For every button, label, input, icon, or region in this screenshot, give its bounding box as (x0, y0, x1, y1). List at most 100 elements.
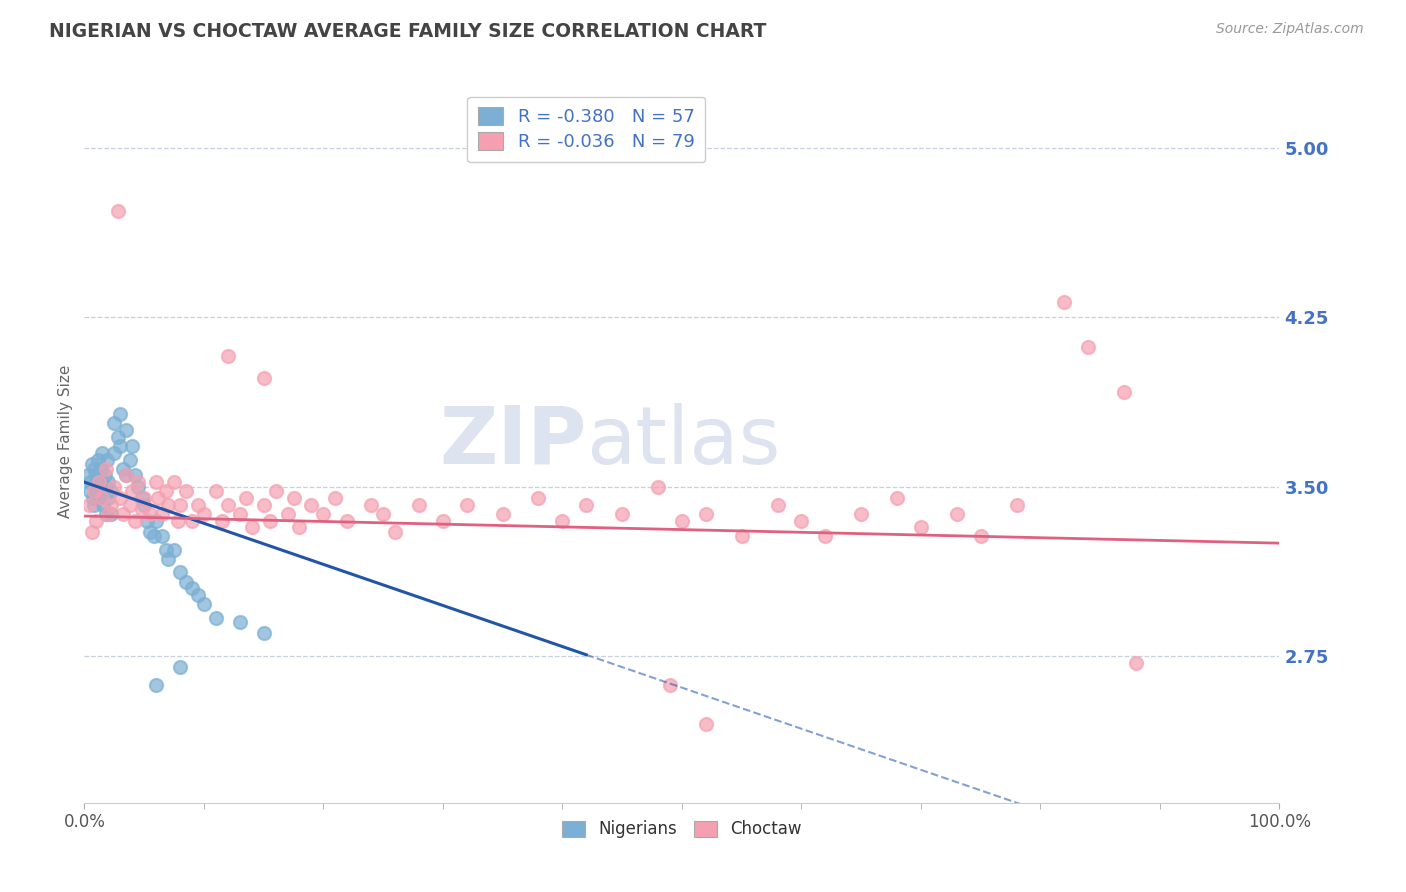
Point (283, 491, 305, 505)
Point (551, 514, 574, 528)
Point (132, 498, 156, 512)
Point (814, 529, 837, 543)
Point (103, 480, 125, 494)
Point (93, 468, 115, 483)
Point (647, 480, 669, 494)
Point (193, 507, 215, 521)
Point (139, 524, 162, 539)
Point (93, 498, 115, 512)
Point (384, 524, 406, 539)
Point (103, 417, 125, 431)
Point (79, 475, 101, 490)
Text: Source: ZipAtlas.com: Source: ZipAtlas.com (1216, 22, 1364, 37)
Point (253, 371, 276, 385)
Point (659, 678, 682, 692)
Point (82, 491, 104, 505)
Point (946, 507, 969, 521)
Point (100, 484, 122, 499)
Point (169, 498, 191, 512)
Point (80, 457, 103, 471)
Point (121, 484, 143, 499)
Point (264, 484, 287, 499)
Point (456, 498, 478, 512)
Point (217, 349, 239, 363)
Point (229, 507, 252, 521)
Point (1077, 340, 1099, 354)
Point (145, 678, 167, 692)
Point (205, 484, 228, 499)
Point (94, 507, 117, 521)
Point (111, 461, 134, 475)
Point (107, 430, 129, 444)
Point (145, 475, 167, 490)
Y-axis label: Average Family Size: Average Family Size (58, 365, 73, 518)
Point (155, 542, 177, 557)
Point (163, 542, 186, 557)
Point (89, 475, 111, 490)
Point (174, 484, 197, 499)
Point (193, 597, 215, 611)
Point (671, 514, 693, 528)
Point (181, 582, 204, 596)
Legend: Nigerians, Choctaw: Nigerians, Choctaw (555, 814, 808, 845)
Point (127, 475, 149, 490)
Point (77, 468, 100, 483)
Point (148, 491, 170, 505)
Point (124, 468, 146, 483)
Point (1114, 384, 1136, 399)
Text: atlas: atlas (586, 402, 780, 481)
Point (336, 514, 359, 528)
Point (155, 484, 177, 499)
Point (187, 498, 209, 512)
Point (103, 446, 125, 460)
Point (253, 498, 276, 512)
Point (174, 574, 197, 589)
Text: NIGERIAN VS CHOCTAW AVERAGE FAMILY SIZE CORRELATION CHART: NIGERIAN VS CHOCTAW AVERAGE FAMILY SIZE … (49, 22, 766, 41)
Point (110, 408, 132, 422)
Point (118, 498, 141, 512)
Point (205, 610, 228, 624)
Point (77, 498, 100, 512)
Point (150, 529, 173, 543)
Point (145, 514, 167, 528)
Point (132, 491, 156, 505)
Point (253, 626, 276, 640)
Point (211, 514, 233, 528)
Point (163, 475, 186, 490)
Point (695, 716, 717, 731)
Point (83, 484, 105, 499)
Point (527, 491, 550, 505)
Point (84, 480, 107, 494)
Point (131, 502, 153, 516)
Point (115, 468, 138, 483)
Point (312, 507, 335, 521)
Point (612, 507, 634, 521)
Point (115, 468, 138, 483)
Point (217, 498, 239, 512)
Point (1005, 498, 1028, 512)
Point (124, 514, 146, 528)
Point (83, 498, 105, 512)
Point (886, 491, 908, 505)
Point (121, 439, 143, 453)
Point (432, 514, 454, 528)
Point (157, 498, 180, 512)
Point (157, 552, 180, 566)
Point (94, 480, 117, 494)
Point (91, 446, 114, 460)
Point (277, 507, 299, 521)
Point (288, 520, 311, 534)
Point (115, 423, 138, 437)
Point (86, 468, 108, 483)
Point (86, 484, 108, 499)
Point (373, 507, 395, 521)
Point (790, 514, 813, 528)
Point (325, 491, 347, 505)
Point (235, 491, 257, 505)
Point (851, 507, 873, 521)
Point (91, 484, 114, 499)
Point (301, 498, 323, 512)
Text: ZIP: ZIP (439, 402, 586, 481)
Point (150, 507, 173, 521)
Point (110, 439, 132, 453)
